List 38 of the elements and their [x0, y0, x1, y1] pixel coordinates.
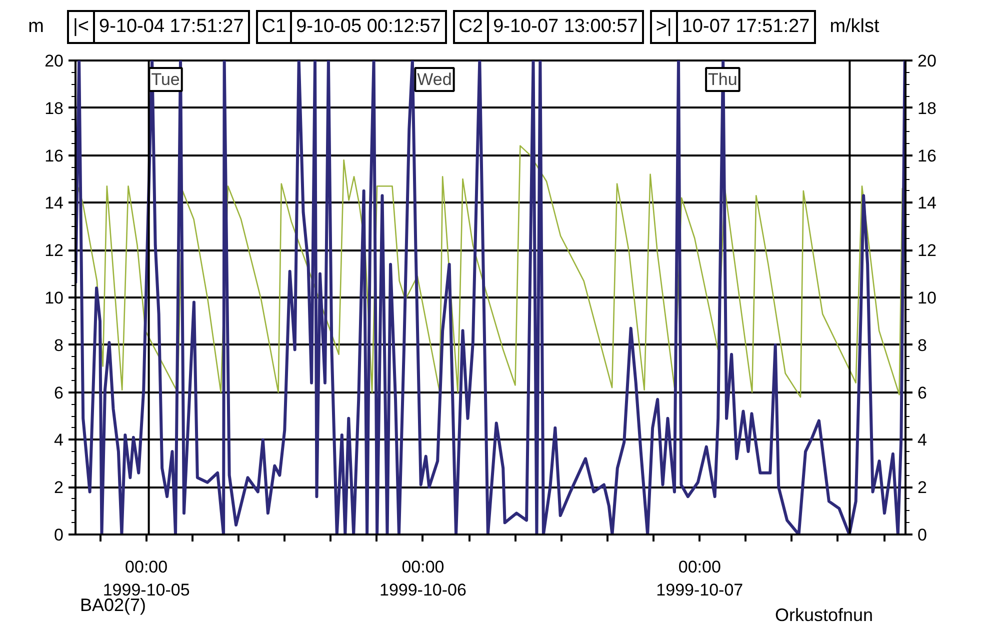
y2-tick-label: 2 [918, 478, 927, 498]
y-tick-label: 12 [44, 241, 64, 260]
y2-axis-title: m/klst [830, 15, 880, 40]
x-tick-label: 00:00 1999-10-06 [379, 558, 466, 600]
y-tick-label: 8 [54, 336, 64, 355]
y2-tick-label: 18 [918, 98, 936, 118]
y2-tick-label: 10 [918, 288, 936, 308]
y-tick-label: 0 [54, 526, 64, 544]
text: 10-07 17:51:27 [678, 10, 816, 44]
y2-tick-label: 8 [918, 336, 927, 355]
y-tick-label: 20 [44, 52, 64, 70]
text: >| [650, 10, 678, 44]
y2-tick-label: 20 [918, 52, 936, 70]
annotation: Thu [708, 70, 738, 89]
text: 9-10-07 13:00:57 [489, 10, 644, 44]
y-tick-label: 18 [44, 98, 64, 118]
y2-tick-label: 14 [918, 194, 936, 213]
y2-tick-label: 4 [918, 430, 927, 450]
text: C1 [256, 10, 292, 44]
y-axis-title: m [27, 15, 45, 40]
text: C2 [452, 10, 490, 44]
text: Orkustofnun [775, 604, 874, 627]
annotation: Wed [417, 70, 452, 89]
y-tick-label: 4 [54, 430, 64, 450]
y-tick-label: 14 [44, 194, 64, 213]
y-tick-label: 2 [54, 478, 64, 498]
y2-tick-label: 12 [918, 241, 936, 260]
text: 9-10-05 00:12:57 [292, 10, 447, 44]
y-tick-label: 16 [44, 146, 64, 166]
x-tick-label: 00:00 1999-10-07 [656, 558, 744, 600]
y-tick-label: 6 [54, 383, 64, 402]
annotation: Tue [151, 70, 180, 89]
text: |< [67, 10, 96, 44]
text: 9-10-04 17:51:27 [95, 10, 250, 44]
y-tick-label: 10 [44, 288, 64, 308]
y2-tick-label: 0 [918, 526, 927, 544]
y2-tick-label: 16 [918, 146, 936, 166]
y2-tick-label: 6 [918, 383, 927, 402]
